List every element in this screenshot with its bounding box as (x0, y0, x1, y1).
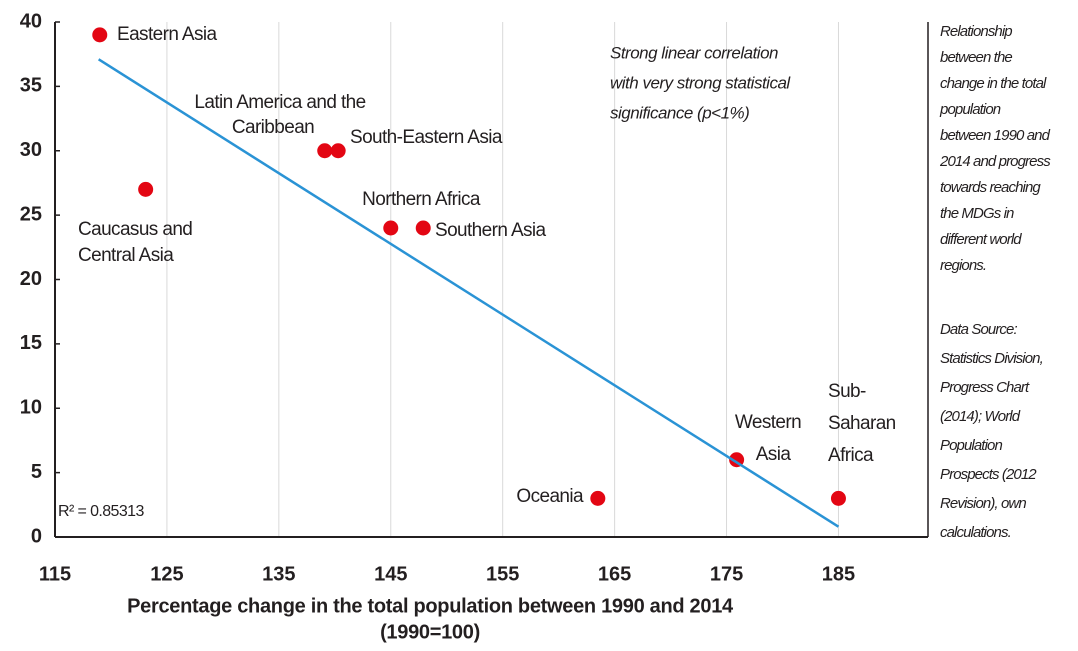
source: Progress Chart (940, 379, 1030, 396)
source: (2014); World (940, 408, 1021, 425)
source: Prospects (2012 (940, 466, 1037, 483)
point (830, 490, 846, 506)
note: different world (940, 231, 1022, 248)
point (138, 181, 154, 197)
y-tick-label: 25 (20, 203, 42, 225)
point-label: Latin America and the (194, 92, 365, 113)
point (92, 27, 108, 43)
x-tick-label: 185 (822, 563, 855, 585)
trend-line (97, 58, 840, 528)
x-tick-label: 155 (486, 563, 519, 585)
point-label: Sub- (828, 381, 866, 402)
point-label: Caribbean (232, 117, 314, 138)
x-axis-label: (1990=100) (380, 621, 480, 643)
y-tick-label: 0 (31, 525, 42, 547)
source: Revision), own (940, 495, 1026, 512)
x-tick-label: 135 (262, 563, 295, 585)
x-axis-label: Percentage change in the total populatio… (127, 595, 734, 617)
x-tick-label: 115 (39, 563, 71, 585)
point-label: Western (735, 412, 801, 433)
note: the MDGs in (940, 205, 1014, 222)
x-tick-label: 165 (598, 563, 631, 585)
note: between 1990 and (940, 127, 1051, 144)
source: Population (940, 437, 1002, 454)
point (590, 490, 606, 506)
annotation: Strong linear correlation (610, 43, 778, 62)
source: Statistics Division, (940, 350, 1043, 367)
point-label: Southern Asia (435, 220, 547, 241)
note: population (939, 101, 1001, 118)
point-label: South-Eastern Asia (350, 127, 503, 148)
source: calculations. (940, 524, 1011, 541)
point (383, 220, 399, 236)
y-tick-label: 5 (31, 461, 42, 483)
note: regions. (940, 257, 986, 274)
y-tick-label: 30 (20, 139, 42, 161)
r-squared: R² = 0.85313 (58, 503, 144, 520)
point-label: Central Asia (78, 245, 174, 266)
source: Data Source: (940, 321, 1017, 338)
point-label: Eastern Asia (117, 24, 218, 45)
y-tick-label: 10 (20, 397, 42, 419)
point-label: Asia (756, 444, 792, 465)
x-tick-label: 175 (710, 563, 743, 585)
annotation: with very strong statistical (610, 73, 791, 92)
point-label: Africa (828, 445, 874, 466)
note: Relationship (940, 23, 1012, 40)
point-label: Oceania (516, 486, 584, 507)
y-tick-label: 15 (20, 332, 42, 354)
note: between the (940, 49, 1012, 66)
note: towards reaching (940, 179, 1041, 196)
point-label: Caucasus and (78, 219, 192, 240)
point (317, 143, 333, 159)
point (415, 220, 431, 236)
y-tick-label: 40 (20, 10, 42, 32)
point-label: Northern Africa (362, 189, 481, 210)
annotation: significance (p<1%) (610, 103, 749, 122)
y-tick-label: 35 (20, 75, 42, 97)
y-tick-label: 20 (20, 268, 42, 290)
note: 2014 and progress (939, 153, 1051, 170)
note: change in the total (940, 75, 1047, 92)
point-label: Saharan (828, 413, 896, 434)
x-tick-label: 125 (150, 563, 183, 585)
x-tick-label: 145 (374, 563, 407, 585)
point (330, 143, 346, 159)
